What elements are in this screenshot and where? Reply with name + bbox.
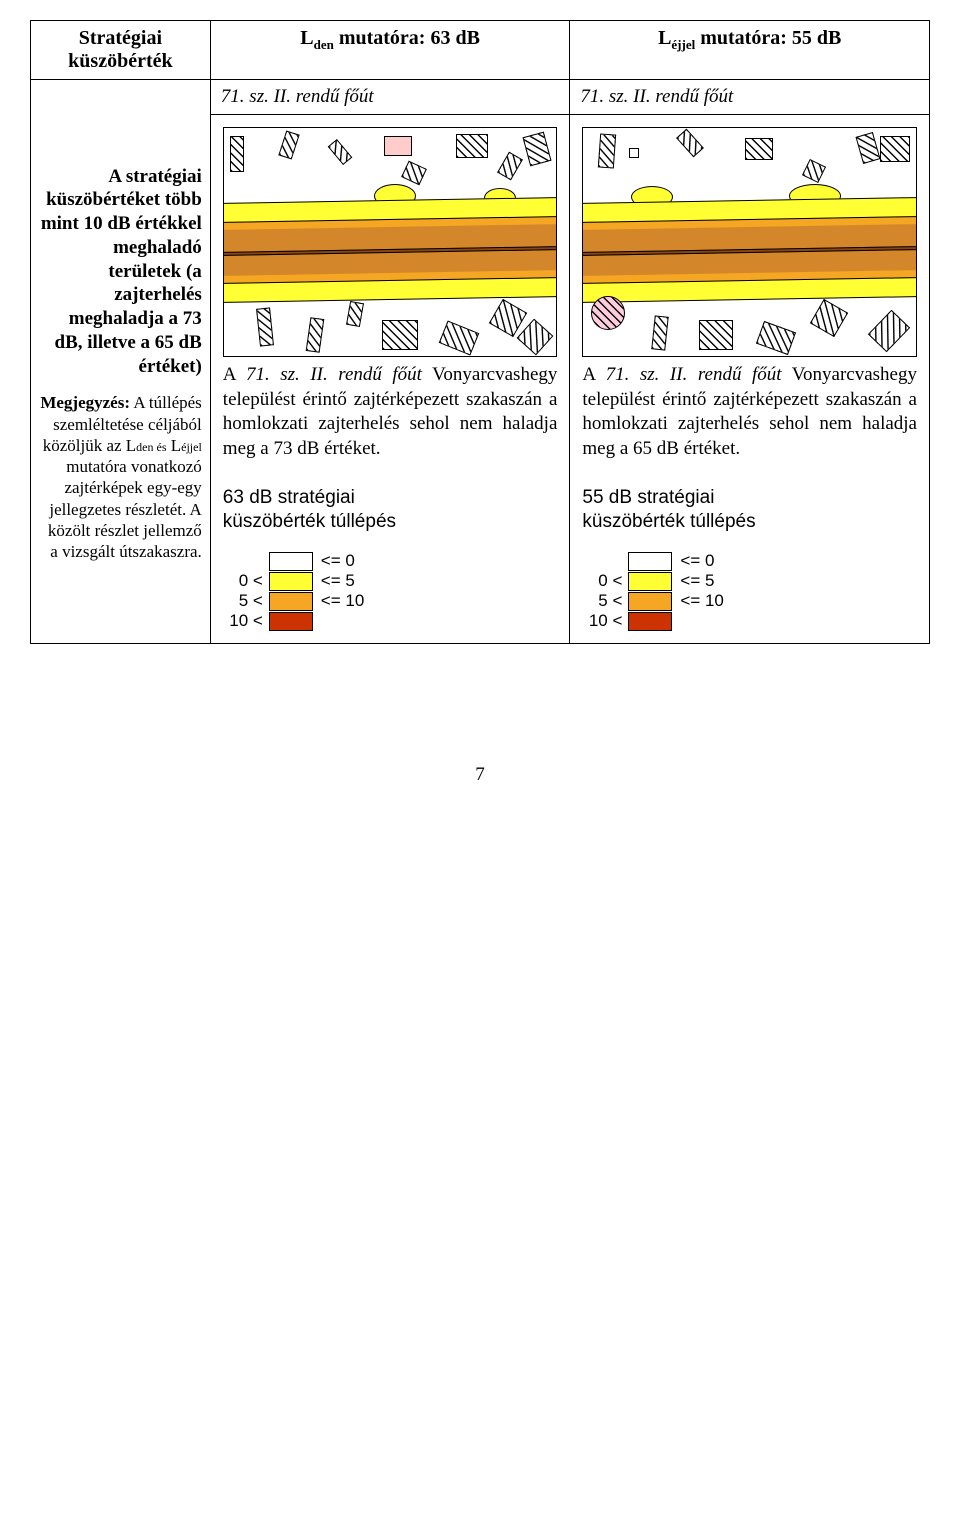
header-col3-prefix: L — [658, 27, 671, 49]
row2-right: 71. sz. II. rendű főút — [570, 80, 930, 115]
legend-right-title1: 55 dB stratégiai — [582, 486, 917, 510]
legend-left: 63 dB stratégiai küszöbérték túllépés <=… — [223, 486, 558, 632]
left-note-sub1: den és — [136, 440, 166, 454]
legend-left-title1: 63 dB stratégiai — [223, 486, 558, 510]
legend-row: 10 < — [582, 611, 917, 631]
map-right — [582, 127, 917, 357]
legend-row: 0 <<= 5 — [582, 571, 917, 591]
legend-row: 10 < — [223, 611, 558, 631]
legend-right-rows: <= 00 <<= 55 <<= 1010 < — [582, 551, 917, 631]
left-note-sub2: éjjel — [181, 440, 202, 454]
header-col2-sub: den — [314, 37, 334, 52]
left-note-tail: mutatóra vonatkozó zajtérképek egy-egy j… — [48, 457, 202, 561]
mid-paragraph: A 71. sz. II. rendű főút Vonyarcvashegy … — [223, 363, 558, 462]
legend-right: 55 dB stratégiai küszöbérték túllépés <=… — [582, 486, 917, 632]
page-number: 7 — [30, 764, 930, 786]
legend-row: <= 0 — [223, 551, 558, 571]
legend-row: 5 <<= 10 — [582, 591, 917, 611]
header-col3-rest: mutatóra: 55 dB — [695, 27, 841, 49]
left-note-mid: L — [167, 436, 182, 455]
header-col1-line2: küszöbérték — [41, 50, 200, 73]
legend-row: <= 0 — [582, 551, 917, 571]
legend-left-title2: küszöbérték túllépés — [223, 510, 558, 534]
right-paragraph: A 71. sz. II. rendű főút Vonyarcvashegy … — [582, 363, 917, 462]
header-col2-prefix: L — [300, 27, 313, 49]
row2-left: 71. sz. II. rendű főút — [210, 80, 570, 115]
legend-left-rows: <= 00 <<= 55 <<= 1010 < — [223, 551, 558, 631]
legend-row: 0 <<= 5 — [223, 571, 558, 591]
map-left — [223, 127, 558, 357]
legend-right-title2: küszöbérték túllépés — [582, 510, 917, 534]
header-col3-sub: éjjel — [671, 37, 695, 52]
legend-row: 5 <<= 10 — [223, 591, 558, 611]
left-note-label: Megjegyzés: — [40, 393, 130, 412]
header-col2-rest: mutatóra: 63 dB — [334, 27, 480, 49]
header-col1-line1: Stratégiai — [41, 27, 200, 50]
left-bold-block: A stratégiai küszöbértéket több mint 10 … — [37, 165, 202, 379]
